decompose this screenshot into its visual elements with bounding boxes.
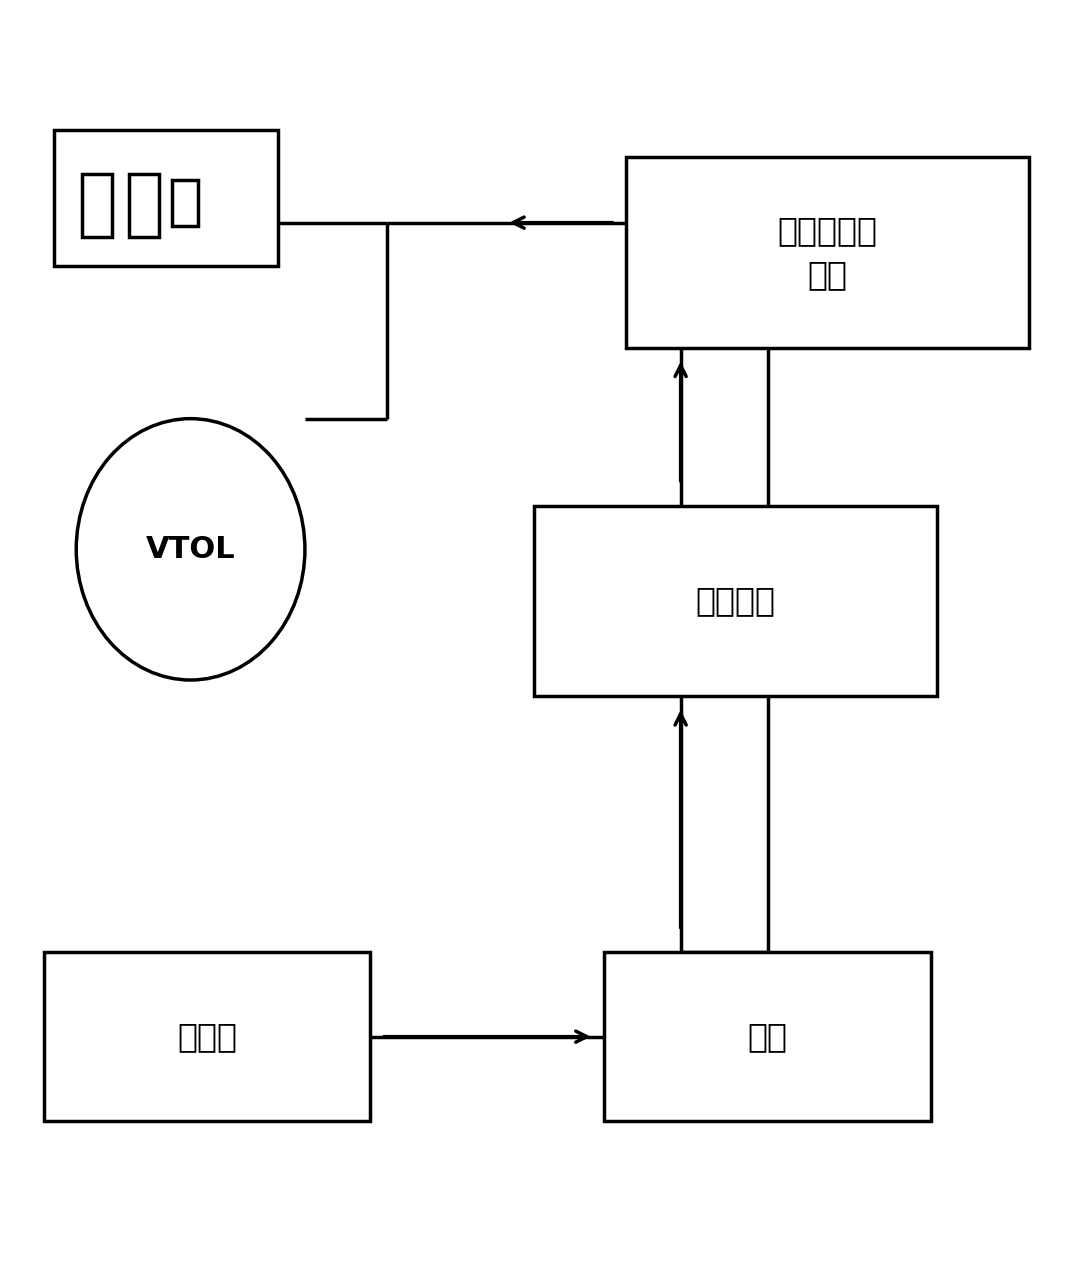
Bar	[626, 158, 1029, 348]
Bar	[82, 174, 112, 237]
Bar	[44, 953, 370, 1121]
Text: 动力电池: 动力电池	[695, 584, 775, 617]
Bar	[172, 180, 198, 226]
Bar	[534, 506, 937, 697]
Text: 发动机: 发动机	[176, 1020, 237, 1054]
Text: VTOL: VTOL	[146, 535, 235, 564]
Bar	[54, 130, 278, 266]
Text: 双向车载充
电器: 双向车载充 电器	[778, 215, 878, 290]
Text: 电机: 电机	[748, 1020, 787, 1054]
Bar	[129, 174, 159, 237]
Bar	[604, 953, 931, 1121]
Ellipse shape	[76, 419, 305, 680]
